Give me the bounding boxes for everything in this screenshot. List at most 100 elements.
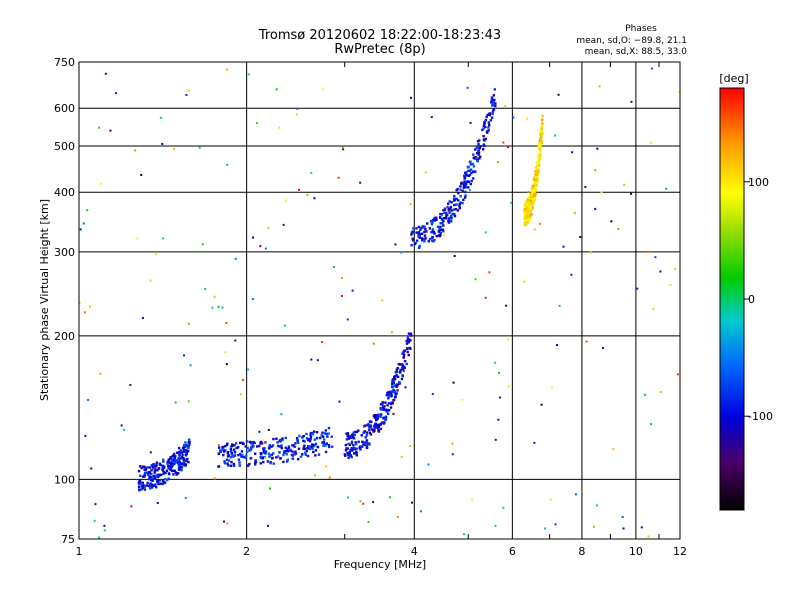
data-point [305,437,309,440]
data-point [470,179,473,183]
data-point [439,233,442,237]
y-tick-label: 400 [54,186,75,199]
data-point [363,442,367,445]
data-point [470,171,473,175]
data-point [458,207,461,210]
noise-point [255,122,258,125]
data-point [244,456,247,460]
data-point [528,218,532,221]
data-point [382,408,385,411]
noise-point [263,441,266,444]
noise-point [507,338,510,341]
data-point [530,193,533,197]
y-tick-label: 600 [54,102,75,115]
data-point [462,186,466,189]
data-point [532,195,535,199]
noise-point [622,527,625,530]
data-point [447,208,451,212]
noise-point [496,161,499,164]
data-point [442,224,445,227]
noise-point [341,146,344,149]
data-point [158,479,162,482]
noise-point [585,340,588,343]
data-point [539,141,542,145]
noise-point [551,386,554,389]
noise-point [442,234,445,237]
data-point [183,445,187,449]
data-point [433,219,437,222]
data-point [284,446,287,449]
data-point [379,423,383,426]
data-point [539,149,542,153]
data-point [146,481,149,485]
noise-point [267,226,270,229]
y-tick-label: 100 [54,473,75,486]
noise-point [264,247,267,250]
data-point [324,429,328,432]
data-point [377,413,380,416]
noise-point [296,107,299,110]
data-point [314,442,318,446]
data-point [268,455,271,458]
noise-point [502,506,505,509]
noise-point [187,89,190,92]
data-point [389,406,393,409]
data-point [365,441,368,444]
data-point [393,377,397,381]
data-point [154,483,157,486]
data-point [449,207,452,210]
noise-point [267,429,270,432]
data-point [368,420,372,423]
data-point [354,442,358,446]
noise-point [103,529,106,532]
data-point [467,180,471,184]
data-point [486,113,489,117]
data-point [410,233,413,236]
data-point [294,450,297,453]
data-point [323,432,327,435]
x-tick-label: 1 [76,545,83,558]
data-point [187,438,191,441]
data-point [240,450,244,453]
data-point [541,122,544,125]
y-tick-label: 200 [54,330,75,343]
data-point [217,452,221,455]
data-point [415,239,419,242]
data-point [263,447,266,450]
data-point [312,450,315,454]
data-point [301,436,304,439]
noise-point [156,501,159,504]
data-point [459,201,462,204]
data-point [435,218,438,221]
data-point [178,456,181,459]
data-point [369,425,372,429]
noise-point [430,116,433,119]
data-point [184,463,187,466]
data-point [491,112,494,115]
data-point [282,453,285,457]
data-point [527,217,530,220]
data-point [309,436,313,439]
data-point [472,153,475,156]
noise-point [512,116,515,119]
noise-point [494,361,497,364]
data-point [492,94,496,97]
noise-point [471,498,474,501]
data-point [187,460,190,464]
data-point [232,462,236,466]
data-point [180,468,183,472]
data-point [177,453,181,456]
data-point [242,455,246,459]
data-point [392,379,395,383]
data-point [488,113,492,117]
x-tick-label: 6 [509,545,516,558]
data-point [139,474,142,477]
data-point [143,488,147,491]
data-point [451,212,455,216]
noise-point [155,253,158,256]
data-point [487,129,490,132]
data-point [261,456,265,460]
data-point [350,440,354,443]
noise-point [462,533,465,536]
data-point [177,460,180,464]
